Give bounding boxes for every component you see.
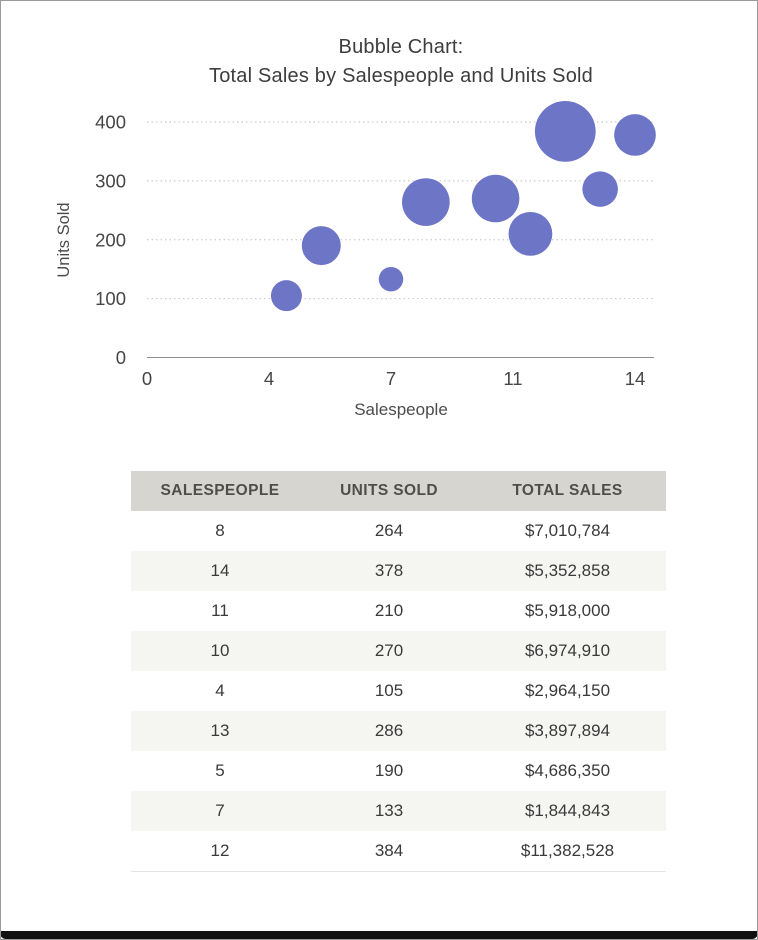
y-axis-label: Units Sold [55, 202, 73, 277]
x-tick-label: 4 [264, 368, 274, 389]
y-tick-label: 200 [95, 229, 126, 250]
table-cell: 286 [309, 711, 469, 751]
chart-title-line2: Total Sales by Salespeople and Units Sol… [209, 65, 593, 87]
table-cell: 7 [131, 791, 309, 831]
table-cell: 11 [131, 591, 309, 631]
chart-title-line1: Bubble Chart: [338, 36, 464, 58]
table-header-row: SALESPEOPLE UNITS SOLD TOTAL SALES [131, 471, 666, 511]
table-cell: 378 [309, 551, 469, 591]
bubble [378, 266, 404, 292]
table-cell: 133 [309, 791, 469, 831]
chart-bubbles [270, 101, 656, 312]
table-cell: 8 [131, 511, 309, 551]
table-cell: 5 [131, 751, 309, 791]
table-cell: 14 [131, 551, 309, 591]
table-body: 8 264 $7,010,784 14 378 $5,352,858 11 210 $5,918… [131, 511, 666, 872]
x-axis-label: Salespeople [354, 400, 448, 419]
table-row: 5 190 $4,686,350 [131, 751, 666, 791]
x-tick-label: 14 [625, 368, 646, 389]
table-cell: 12 [131, 831, 309, 872]
table-cell: $11,382,528 [469, 831, 666, 872]
bubble [471, 174, 520, 223]
sales-data-table: SALESPEOPLE UNITS SOLD TOTAL SALES 8 264 $7,… [131, 471, 666, 872]
table-cell: 384 [309, 831, 469, 872]
x-tick-label: 0 [142, 368, 152, 389]
table-row: 4 105 $2,964,150 [131, 671, 666, 711]
y-tick-label: 0 [116, 347, 126, 368]
bottom-bar [1, 931, 757, 939]
table-cell: $6,974,910 [469, 631, 666, 671]
table-row: 10 270 $6,974,910 [131, 631, 666, 671]
table-row: 7 133 $1,844,843 [131, 791, 666, 831]
table-cell: 105 [309, 671, 469, 711]
table-cell: $4,686,350 [469, 751, 666, 791]
bubble-chart-svg: 0 100 200 300 400 0 4 7 11 14 Units Sold Salespeo… [55, 101, 656, 419]
table-cell: 10 [131, 631, 309, 671]
chart-title: Bubble Chart: Total Sales by Salespeople… [43, 33, 757, 91]
bubble [402, 178, 450, 226]
table-cell: $2,964,150 [469, 671, 666, 711]
table-cell: 210 [309, 591, 469, 631]
table-cell: $5,918,000 [469, 591, 666, 631]
y-tick-label: 400 [95, 112, 126, 133]
table-header-cell: TOTAL SALES [469, 471, 666, 511]
table-cell: $7,010,784 [469, 511, 666, 551]
chart-gridlines [147, 121, 654, 358]
table-cell: 13 [131, 711, 309, 751]
bubble [582, 171, 618, 207]
x-tick-label: 11 [503, 368, 522, 389]
y-tick-label: 300 [95, 170, 126, 191]
x-tick-label: 7 [386, 368, 396, 389]
table-header-cell: SALESPEOPLE [131, 471, 309, 511]
table-header-cell: UNITS SOLD [309, 471, 469, 511]
bubble [301, 226, 341, 266]
table-row: 13 286 $3,897,894 [131, 711, 666, 751]
bubble [534, 101, 596, 162]
table-cell: 4 [131, 671, 309, 711]
table-cell: $5,352,858 [469, 551, 666, 591]
table-cell: 190 [309, 751, 469, 791]
bubble [508, 211, 553, 256]
table-row: 8 264 $7,010,784 [131, 511, 666, 551]
table-cell: $1,844,843 [469, 791, 666, 831]
table-cell: 264 [309, 511, 469, 551]
table-row: 12 384 $11,382,528 [131, 831, 666, 872]
table-cell: 270 [309, 631, 469, 671]
bubble [614, 114, 656, 156]
chart-tick-labels: 0 100 200 300 400 0 4 7 11 14 [95, 112, 645, 390]
table-header: SALESPEOPLE UNITS SOLD TOTAL SALES [131, 471, 666, 511]
table-cell: $3,897,894 [469, 711, 666, 751]
bubble [270, 280, 302, 312]
y-tick-label: 100 [95, 288, 126, 309]
table-row: 11 210 $5,918,000 [131, 591, 666, 631]
table-row: 14 378 $5,352,858 [131, 551, 666, 591]
